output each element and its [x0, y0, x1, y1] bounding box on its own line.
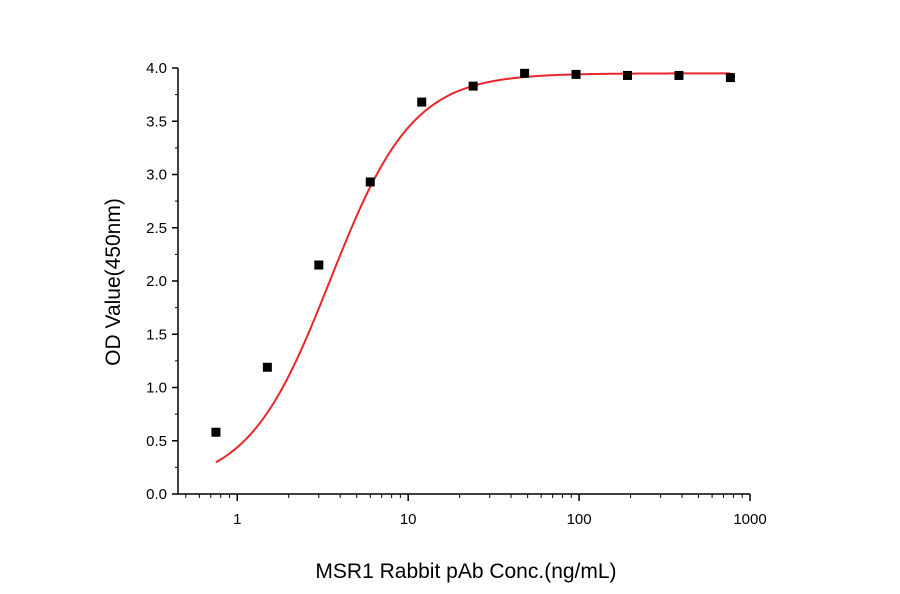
y-tick-label: 3.0	[146, 167, 167, 184]
data-point	[571, 69, 581, 79]
y-tick-label: 2.0	[146, 273, 167, 290]
y-tick-label: 0.0	[146, 486, 167, 503]
data-point	[365, 177, 375, 187]
data-point	[725, 73, 735, 83]
data-point	[211, 427, 221, 437]
x-tick-label: 100	[567, 511, 592, 528]
x-axis-title: MSR1 Rabbit pAb Conc.(ng/mL)	[315, 560, 616, 583]
fit-curve	[215, 72, 731, 464]
y-tick-label: 1.5	[146, 326, 167, 343]
y-tick-label: 2.5	[146, 220, 167, 237]
y-tick-label: 1.0	[146, 380, 167, 397]
data-point	[262, 362, 272, 372]
data-point	[417, 97, 427, 107]
y-axis-title: OD Value(450nm)	[102, 198, 125, 366]
x-tick-label: 10	[400, 511, 417, 528]
y-tick-label: 3.5	[146, 113, 167, 130]
x-tick-label: 1000	[733, 511, 766, 528]
data-point	[468, 81, 478, 91]
x-tick-label: 1	[233, 511, 241, 528]
y-tick-label: 0.5	[146, 433, 167, 450]
data-point	[520, 68, 530, 78]
data-points	[211, 68, 735, 437]
y-tick-label: 4.0	[146, 60, 167, 77]
axes: 0.0 0.5 1.0 1.5 2.0 2.5 3.0 3.5 4.0 1 10 100 1000	[146, 60, 767, 528]
data-point	[674, 70, 684, 80]
data-point	[623, 70, 633, 80]
data-point	[314, 260, 324, 270]
fit-curve-group	[215, 72, 731, 464]
